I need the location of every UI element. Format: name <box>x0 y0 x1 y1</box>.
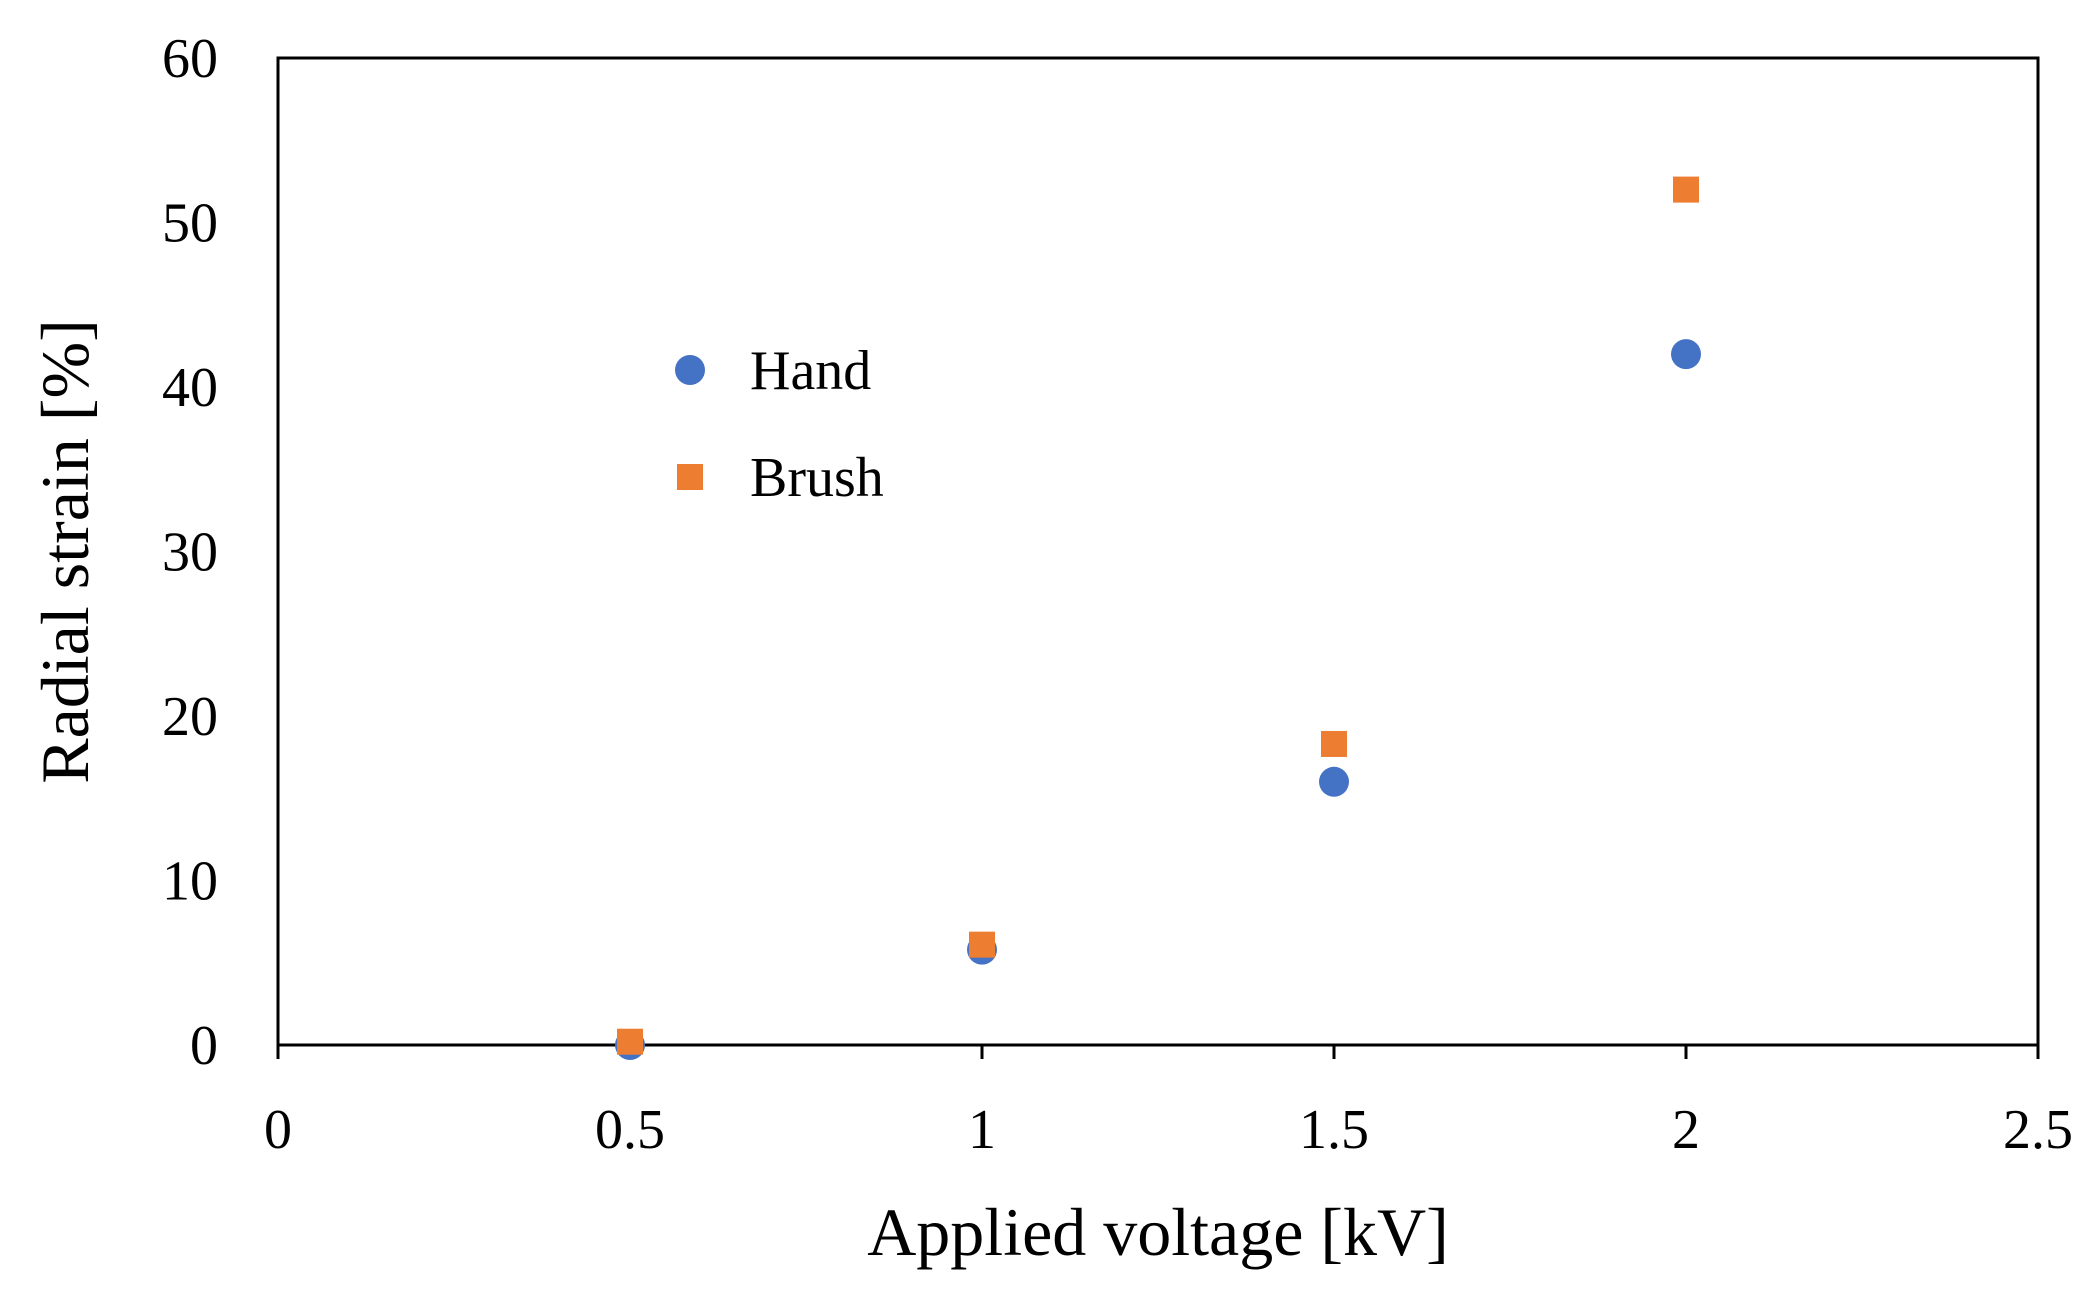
plot-area-frame <box>276 56 2040 1047</box>
y-tick-label: 60 <box>162 28 218 90</box>
x-tick-label: 1 <box>968 1099 996 1161</box>
y-axis: 0 10 20 30 40 50 60 <box>162 28 218 1077</box>
y-tick-label: 30 <box>162 522 218 584</box>
brush-point <box>1673 176 1699 203</box>
x-tick-label: 2 <box>1672 1099 1700 1161</box>
data-series <box>615 176 1701 1060</box>
legend-marker-brush <box>677 464 703 490</box>
x-tick-label: 0.5 <box>595 1099 665 1161</box>
brush-point <box>617 1028 643 1055</box>
legend: Hand Brush <box>675 340 884 509</box>
y-tick-label: 10 <box>162 851 218 913</box>
y-tick-label: 50 <box>162 193 218 255</box>
x-axis: 0 0.5 1 1.5 2 2.5 <box>264 1045 2073 1161</box>
hand-point <box>1319 766 1349 797</box>
series-brush <box>617 176 1699 1055</box>
x-axis-title: Applied voltage [kV] <box>867 1194 1449 1270</box>
x-tick-label: 2.5 <box>2003 1099 2073 1161</box>
hand-point <box>1671 339 1701 370</box>
x-tick-label: 1.5 <box>1299 1099 1369 1161</box>
brush-point <box>969 931 995 958</box>
x-tick-label: 0 <box>264 1099 292 1161</box>
legend-marker-hand <box>675 355 705 385</box>
y-tick-label: 40 <box>162 357 218 419</box>
y-tick-label: 0 <box>190 1015 218 1077</box>
brush-point <box>1321 730 1347 757</box>
y-axis-title: Radial strain [%] <box>27 319 103 784</box>
legend-label-brush: Brush <box>750 447 884 509</box>
y-tick-label: 20 <box>162 686 218 748</box>
legend-label-hand: Hand <box>750 340 871 402</box>
